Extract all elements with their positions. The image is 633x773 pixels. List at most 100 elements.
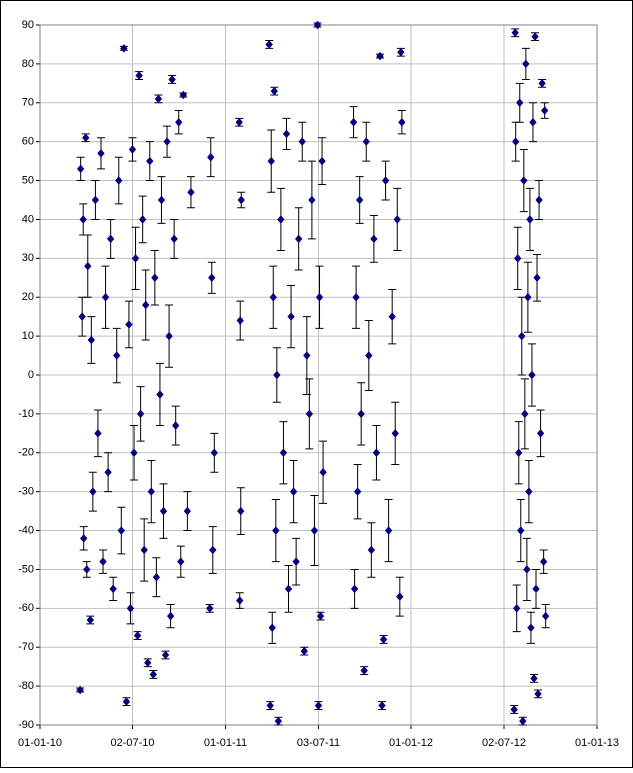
- data-point: [533, 273, 541, 283]
- data-point: [146, 156, 154, 166]
- data-point: [76, 685, 84, 695]
- data-point: [235, 117, 243, 127]
- data-point: [82, 133, 90, 143]
- data-point: [536, 429, 545, 438]
- data-point: [91, 195, 100, 205]
- data-point: [152, 572, 161, 582]
- data-point: [101, 292, 110, 302]
- x-tick-label: 01-01-13: [575, 737, 619, 749]
- data-point: [313, 20, 322, 30]
- data-point: [236, 596, 244, 605]
- data-point: [534, 689, 542, 699]
- data-point: [535, 195, 543, 205]
- data-point: [540, 106, 549, 115]
- data-point: [179, 90, 187, 100]
- data-point: [149, 670, 157, 679]
- data-point: [512, 137, 520, 146]
- data-point: [393, 215, 401, 224]
- data-point: [365, 351, 373, 360]
- data-point: [528, 370, 536, 380]
- data-point: [80, 534, 88, 543]
- data-point: [397, 47, 405, 57]
- data-point: [136, 409, 145, 419]
- data-point: [175, 117, 183, 127]
- y-tick-label: 70: [22, 97, 34, 109]
- data-point: [208, 273, 216, 283]
- x-tick-label: 03-07-11: [297, 737, 340, 749]
- data-point: [144, 658, 152, 668]
- data-point: [514, 254, 522, 263]
- data-point: [266, 701, 274, 710]
- data-point: [177, 557, 185, 566]
- data-point: [79, 215, 87, 224]
- data-point: [287, 312, 295, 321]
- data-point: [538, 79, 546, 88]
- data-point: [139, 215, 147, 224]
- y-tick-label: 30: [22, 252, 34, 264]
- data-point: [273, 370, 281, 380]
- y-tick-label: 80: [22, 58, 34, 70]
- data-point: [522, 59, 530, 69]
- data-point: [106, 234, 115, 244]
- data-point: [370, 234, 378, 244]
- data-point: [265, 40, 273, 49]
- data-point: [274, 716, 283, 726]
- y-tick-label: 60: [22, 136, 34, 148]
- data-point: [133, 631, 142, 640]
- data-point: [166, 611, 175, 621]
- data-point: [130, 448, 138, 458]
- data-point: [140, 545, 148, 555]
- data-point: [378, 701, 386, 710]
- data-point: [165, 331, 173, 341]
- data-point: [115, 176, 123, 185]
- data-point: [207, 152, 215, 162]
- data-point: [350, 584, 359, 594]
- data-point: [519, 716, 527, 726]
- data-point: [284, 584, 293, 594]
- y-tick-label: -50: [18, 563, 34, 575]
- y-tick-label: 10: [22, 330, 34, 342]
- data-point: [398, 117, 406, 127]
- data-point: [289, 487, 298, 496]
- x-tick-label: 01-01-11: [204, 737, 247, 749]
- y-tick-label: -20: [18, 447, 34, 459]
- data-point: [237, 195, 245, 205]
- data-point: [520, 176, 528, 185]
- data-point: [161, 650, 170, 660]
- data-point: [99, 557, 107, 566]
- data-point: [356, 195, 364, 205]
- data-point: [381, 176, 390, 185]
- data-point: [89, 487, 97, 496]
- data-point: [524, 292, 532, 302]
- data-point: [236, 316, 244, 325]
- data-point: [126, 604, 135, 613]
- x-tick-label: 02-07-12: [482, 737, 526, 749]
- data-point: [527, 623, 535, 633]
- data-point: [277, 215, 285, 224]
- data-point: [360, 666, 368, 675]
- data-point: [170, 234, 178, 244]
- data-point: [308, 195, 316, 205]
- data-point: [157, 195, 166, 205]
- data-point: [511, 28, 519, 38]
- data-point: [531, 32, 539, 41]
- data-point: [109, 584, 117, 594]
- data-point: [303, 351, 311, 360]
- y-tick-label: -80: [18, 680, 34, 692]
- data-point: [295, 234, 303, 244]
- y-tick-label: 0: [28, 369, 34, 381]
- data-point: [310, 526, 319, 535]
- data-point: [513, 604, 521, 613]
- data-point: [532, 584, 540, 594]
- data-point: [517, 526, 525, 535]
- data-point: [267, 156, 275, 166]
- data-point: [156, 390, 164, 399]
- data-point: [349, 117, 358, 127]
- y-tick-label: -40: [18, 524, 34, 536]
- data-point: [142, 300, 150, 310]
- data-point: [384, 526, 393, 535]
- data-point: [510, 705, 518, 714]
- data-point: [515, 448, 523, 458]
- data-point: [518, 331, 526, 341]
- data-point: [269, 292, 277, 302]
